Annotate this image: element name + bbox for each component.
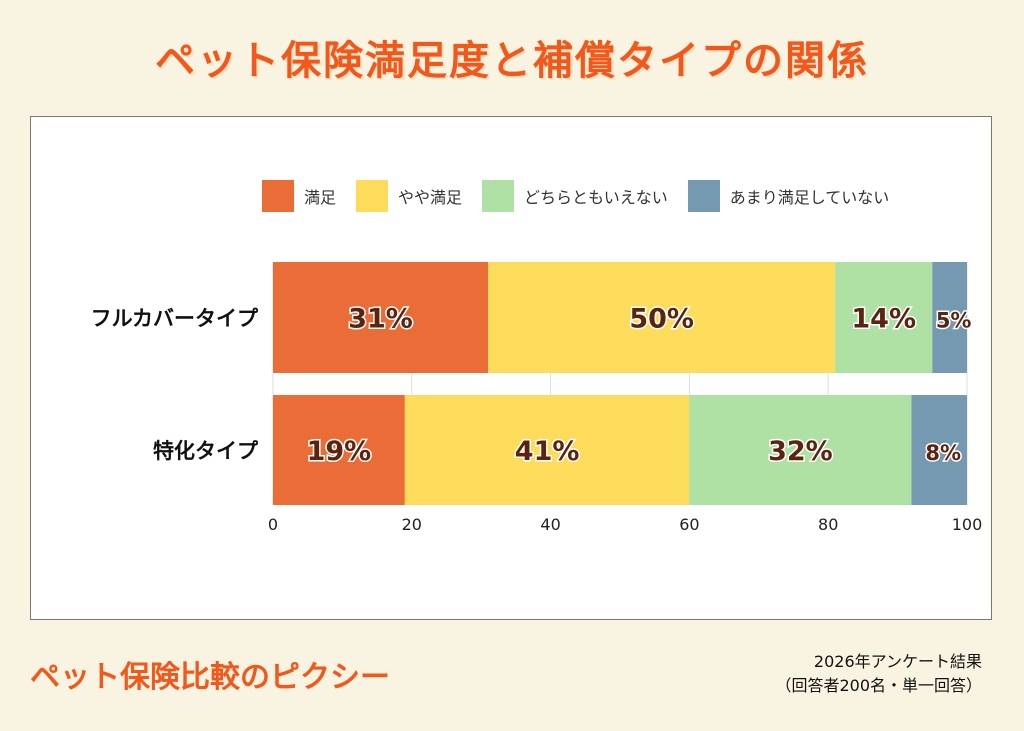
legend: 満足 やや満足 どちらともいえない あまり満足していない — [262, 180, 889, 212]
data-label: 31% — [348, 304, 413, 335]
bar-segment — [932, 262, 967, 373]
legend-item: あまり満足していない — [687, 180, 890, 212]
bar-segment — [273, 262, 489, 373]
x-tick-label: 100 — [952, 515, 983, 534]
legend-swatch — [262, 180, 294, 212]
legend-swatch — [356, 180, 389, 212]
legend-label: どちらともいえない — [524, 188, 668, 207]
page-title: ペット保険満足度と補償タイプの関係 — [155, 38, 869, 84]
survey-note-line2: （回答者200名・単一回答） — [775, 676, 982, 695]
legend-label: やや満足 — [398, 188, 463, 207]
bar-segment — [404, 395, 690, 505]
data-label: 19% — [307, 436, 372, 467]
legend-swatch — [482, 180, 515, 212]
legend-label: あまり満足していない — [729, 188, 890, 207]
data-label: 41% — [515, 436, 580, 467]
bar-segment — [273, 395, 405, 505]
data-label: 32% — [768, 436, 833, 467]
x-tick-label: 80 — [818, 515, 838, 534]
legend-item: やや満足 — [356, 180, 462, 212]
legend-item: 満足 — [262, 180, 336, 212]
bar-segment — [488, 262, 836, 373]
data-label: 50% — [629, 304, 694, 335]
x-tick-label: 40 — [540, 515, 560, 534]
legend-label: 満足 — [304, 188, 337, 207]
data-label: 14% — [851, 304, 916, 335]
bar-segment — [835, 262, 933, 373]
x-tick-label: 20 — [402, 515, 422, 534]
category-label: 特化タイプ — [153, 439, 259, 463]
x-tick-label: 0 — [268, 515, 278, 534]
data-label: 8% — [925, 441, 961, 465]
survey-note: 2026年アンケート結果 （回答者200名・単一回答） — [775, 650, 982, 698]
category-label: フルカバータイプ — [91, 307, 259, 331]
survey-note-line1: 2026年アンケート結果 — [813, 652, 982, 671]
x-tick-label: 60 — [679, 515, 699, 534]
data-label: 5% — [936, 309, 972, 333]
brand-logo: ペット保険比較のピクシー — [30, 660, 390, 695]
legend-item: どちらともいえない — [482, 180, 668, 212]
bar-segment — [911, 395, 967, 505]
legend-swatch — [687, 180, 720, 212]
bar-segment — [689, 395, 912, 505]
